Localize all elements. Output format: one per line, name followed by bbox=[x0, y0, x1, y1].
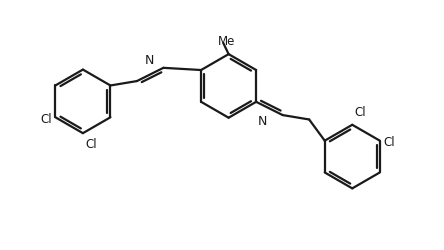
Text: Cl: Cl bbox=[40, 113, 52, 126]
Text: N: N bbox=[145, 54, 154, 67]
Text: Cl: Cl bbox=[383, 136, 395, 148]
Text: Me: Me bbox=[218, 36, 235, 49]
Text: N: N bbox=[258, 115, 267, 128]
Text: Cl: Cl bbox=[354, 106, 366, 119]
Text: Cl: Cl bbox=[85, 138, 97, 151]
